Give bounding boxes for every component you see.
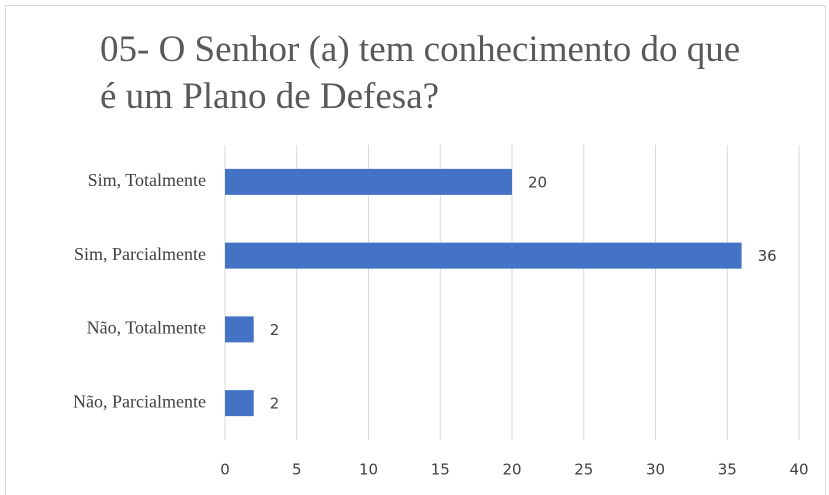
x-tick-label: 10	[359, 461, 378, 479]
data-label: 2	[270, 395, 280, 413]
y-tick-label: Não, Parcialmente	[73, 391, 206, 411]
x-tick-label: 0	[220, 461, 230, 479]
data-label: 2	[270, 321, 280, 339]
x-tick-label: 25	[574, 461, 593, 479]
x-tick-label: 35	[718, 461, 737, 479]
y-tick-label: Sim, Parcialmente	[74, 244, 206, 264]
chart-title: 05- O Senhor (a) tem conhecimento do que…	[100, 29, 741, 117]
x-tick-label: 20	[502, 461, 521, 479]
bar	[225, 242, 742, 269]
chart-border	[5, 5, 826, 495]
data-label: 36	[758, 247, 777, 265]
x-tick-label: 30	[646, 461, 665, 479]
x-tick-label: 15	[431, 461, 450, 479]
y-tick-label: Não, Totalmente	[87, 318, 206, 338]
bar	[225, 168, 512, 195]
bar	[225, 316, 254, 343]
y-tick-label: Sim, Totalmente	[88, 170, 206, 190]
bar	[225, 390, 254, 417]
data-label: 20	[528, 173, 547, 191]
x-tick-label: 5	[292, 461, 302, 479]
x-tick-label: 40	[789, 461, 808, 479]
